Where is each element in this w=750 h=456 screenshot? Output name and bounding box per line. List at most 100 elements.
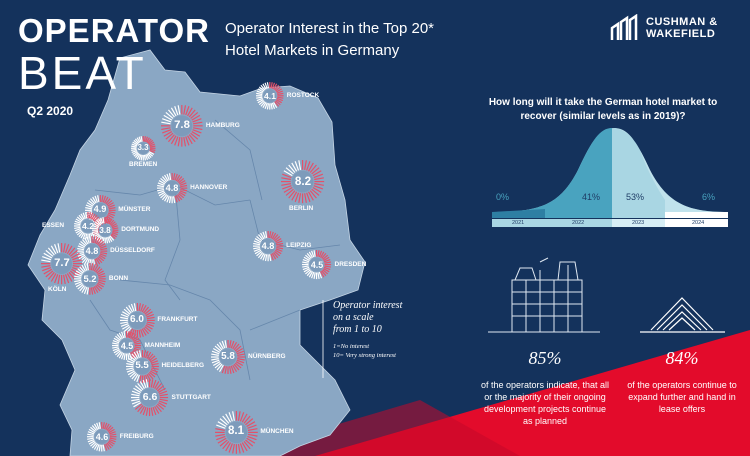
city-score: 8.2 [294, 175, 312, 188]
burst-ray [143, 135, 146, 142]
burst-ray [177, 137, 181, 147]
burst-ray [96, 256, 103, 263]
burst-core [225, 421, 247, 443]
burst-ray [245, 437, 255, 444]
burst-ray [127, 357, 135, 362]
burst-ray [104, 422, 108, 430]
burst-ray [120, 322, 129, 327]
burst-ray [67, 273, 73, 283]
burst-ray [102, 195, 106, 203]
burst-ray [185, 106, 190, 116]
burst-ray [143, 380, 148, 389]
burst-ray [115, 350, 122, 356]
burst-ray [224, 441, 231, 451]
burst-ray [320, 271, 325, 278]
burst-ray [256, 96, 263, 99]
burst-ray [94, 221, 100, 226]
burst-ray [90, 263, 94, 271]
burst-ray [138, 329, 141, 338]
burst-ray [109, 439, 117, 443]
burst-ray [88, 429, 96, 434]
burst-ray [133, 151, 139, 157]
burst-ray [286, 189, 295, 197]
burst-ray [74, 222, 81, 226]
burst-ray [146, 351, 151, 359]
burst-ray [110, 222, 117, 227]
burst-ray [96, 422, 100, 430]
burst-ray [214, 427, 225, 431]
burst-ray [83, 286, 88, 295]
burst-ray [214, 345, 222, 352]
burst-ray [130, 303, 135, 312]
burst-ray [138, 136, 142, 142]
burst-ray [282, 174, 293, 179]
burst-ray [132, 150, 138, 155]
burst-ray [135, 374, 140, 382]
burst-ray [135, 385, 143, 392]
burst-ray [97, 240, 104, 247]
burst-ray [111, 224, 118, 229]
brand-title-line2: BEAT [18, 47, 147, 99]
burst-ray [237, 358, 245, 361]
burst-ray [228, 442, 233, 453]
burst-ray [92, 224, 99, 229]
burst-ray [125, 362, 134, 366]
burst-ray [87, 439, 95, 443]
city-score: 8.1 [227, 425, 245, 438]
burst-ray [142, 349, 146, 358]
burst-ray [272, 234, 279, 241]
burst-ray [102, 216, 105, 223]
burst-ray [271, 252, 277, 260]
burst-ray [119, 316, 128, 319]
burst-ray [188, 109, 196, 118]
burst-ray [193, 127, 203, 131]
burst-ray [140, 154, 143, 161]
burst-ray [43, 269, 53, 275]
city-label: HEIDELBERG [161, 362, 205, 369]
burst-ray [133, 329, 136, 338]
burst-ray [131, 334, 137, 341]
burst-ray [247, 427, 258, 431]
burst-ray [143, 325, 151, 332]
burst-ray [219, 439, 228, 447]
burst-ray [104, 197, 111, 204]
burst-ray [140, 406, 146, 415]
burst-ray [90, 441, 97, 447]
burst-ray [131, 149, 137, 153]
burst-ray [70, 250, 79, 258]
burst-ray [98, 422, 102, 430]
burst-ray [270, 82, 273, 89]
burst-ray [81, 239, 88, 246]
logo-line1: CUSHMAN & [646, 16, 718, 28]
burst-ray [171, 107, 177, 117]
burst-ray [304, 193, 308, 204]
burst-ray [159, 394, 169, 397]
recovery-year-2021: 2021 [512, 220, 525, 226]
burst-ray [272, 82, 276, 90]
burst-ray [218, 341, 224, 350]
burst-ray [77, 253, 85, 257]
burst-ray [105, 443, 110, 451]
burst-ray [86, 263, 90, 271]
burst-ray [74, 279, 82, 283]
burst-ray [246, 424, 257, 429]
burst-ray [107, 212, 115, 216]
burst-ray [161, 121, 171, 125]
burst-ray [96, 235, 101, 241]
burst-ray [97, 255, 104, 262]
burst-ray [42, 267, 52, 272]
legend-title-2: on a scale [333, 312, 374, 323]
burst-ray [98, 444, 102, 452]
burst-core [51, 253, 73, 275]
burst-ray [268, 231, 272, 238]
burst-ray [149, 370, 157, 375]
burst-ray [74, 226, 81, 230]
burst-ray [103, 196, 109, 204]
burst-ray [84, 233, 88, 240]
burst-ray [106, 201, 114, 207]
city-burst-rostock [256, 82, 284, 110]
burst-ray [146, 407, 149, 417]
burst-ray [295, 161, 300, 172]
burst-ray [144, 154, 148, 160]
